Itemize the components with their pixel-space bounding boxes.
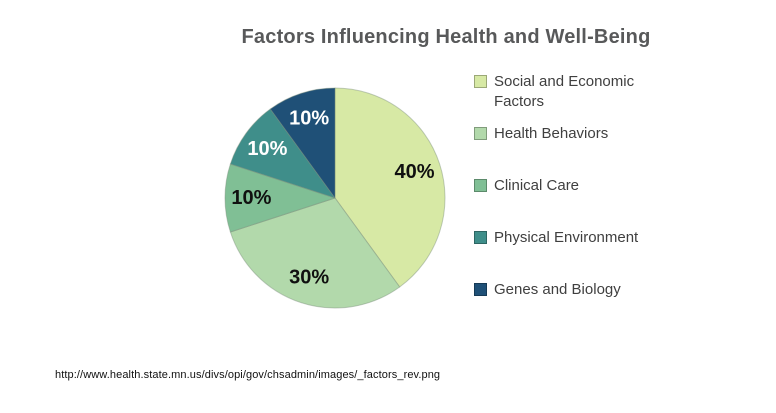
pie-slice-physical-environment — [229, 108, 336, 199]
chart-title: Factors Influencing Health and Well-Bein… — [241, 26, 651, 48]
legend-item-health-behaviors: Health Behaviors — [474, 124, 608, 144]
legend-swatch — [474, 283, 487, 296]
pie-chart: 40%30%10%10%10% — [224, 87, 446, 309]
legend: Social and Economic Factors Health Behav… — [474, 72, 674, 322]
legend-swatch — [474, 127, 487, 140]
legend-item-clinical-care: Clinical Care — [474, 176, 579, 196]
legend-label: Physical Environment — [494, 229, 639, 246]
legend-swatch — [474, 179, 487, 192]
pie-slice-health-behaviors — [229, 197, 401, 309]
pie-slice-genes-and-biology — [269, 87, 336, 199]
legend-label: Health Behaviors — [494, 125, 609, 142]
source-url: http://www.health.state.mn.us/divs/opi/g… — [55, 369, 441, 381]
pie-value-label-clinical-care: 10% — [231, 187, 271, 209]
legend-item-genes-and-biology: Genes and Biology — [474, 280, 621, 300]
legend-label: Social and Economic Factors — [494, 73, 635, 110]
pie-value-label-social-and-economic-factors: 40% — [394, 161, 434, 183]
legend-item-physical-environment: Physical Environment — [474, 228, 638, 248]
legend-label: Clinical Care — [494, 177, 580, 194]
pie-value-label-genes-and-biology: 10% — [289, 108, 329, 130]
pie-slice-social-and-economic-factors — [334, 87, 446, 288]
legend-label: Genes and Biology — [494, 281, 621, 298]
legend-swatch — [474, 231, 487, 244]
legend-swatch — [474, 75, 487, 88]
legend-item-social-and-economic-factors: Social and Economic Factors — [474, 72, 662, 112]
pie-value-label-physical-environment: 10% — [247, 138, 287, 160]
pie-value-label-health-behaviors: 30% — [289, 267, 329, 289]
pie-slice-clinical-care — [224, 163, 336, 233]
